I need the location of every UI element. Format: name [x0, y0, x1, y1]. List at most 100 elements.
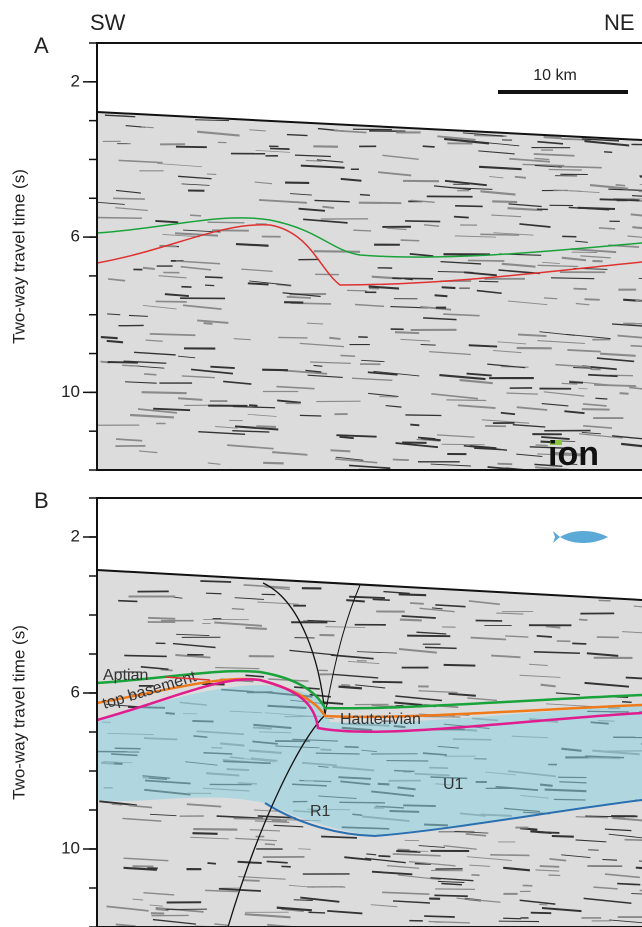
- reflector: [552, 836, 574, 837]
- reflector: [142, 127, 154, 128]
- logo: ion: [548, 435, 599, 473]
- reflector: [270, 148, 290, 149]
- reflector: [622, 702, 632, 703]
- reflector: [101, 337, 118, 338]
- reflector: [435, 889, 475, 890]
- reflector: [190, 215, 201, 216]
- reflector: [353, 230, 371, 231]
- reflector: [425, 647, 457, 648]
- reflector: [339, 437, 353, 438]
- reflector: [578, 208, 615, 209]
- reflector: [617, 884, 640, 885]
- reflector: [490, 855, 529, 856]
- reflector: [210, 367, 234, 368]
- reflector: [636, 868, 642, 869]
- reflector: [331, 450, 351, 451]
- reflector: [595, 398, 607, 399]
- reflector: [536, 445, 548, 446]
- annotation: Hauterivian: [340, 711, 421, 728]
- reflector: [616, 185, 626, 186]
- reflector: [322, 207, 334, 208]
- y-tick-label: 6: [71, 682, 80, 701]
- reflector: [234, 818, 281, 819]
- y-tick-label: 10: [61, 382, 80, 401]
- reflector: [329, 338, 340, 339]
- reflector: [405, 279, 413, 280]
- reflector: [455, 206, 483, 207]
- reflector: [294, 900, 313, 901]
- reflector: [206, 593, 222, 594]
- panel-label: A: [34, 33, 49, 58]
- reflector: [207, 863, 216, 864]
- scale-bar-label: 10 km: [533, 67, 577, 84]
- reflector: [205, 285, 214, 286]
- reflector: [263, 463, 284, 464]
- reflector: [400, 620, 422, 621]
- reflector: [492, 201, 517, 202]
- reflector: [122, 365, 140, 366]
- reflector: [537, 636, 552, 637]
- reflector: [579, 619, 588, 620]
- reflector: [192, 833, 217, 834]
- reflector: [278, 337, 307, 338]
- y-tick-label: 10: [61, 838, 80, 857]
- reflector: [142, 392, 187, 393]
- reflector: [424, 916, 455, 917]
- y-tick-label: 2: [71, 526, 80, 545]
- reflector: [300, 415, 321, 416]
- reflector: [360, 195, 370, 196]
- reflector: [248, 283, 269, 284]
- reflector: [582, 409, 610, 410]
- reflector: [444, 665, 476, 666]
- reflector: [497, 464, 512, 465]
- reflector: [373, 599, 390, 600]
- reflector: [446, 400, 486, 401]
- reflector: [308, 912, 325, 913]
- panel-label: B: [34, 488, 49, 513]
- reflector: [118, 601, 137, 602]
- annotation: Aptian: [103, 667, 148, 684]
- reflector: [572, 643, 586, 644]
- direction-right: NE: [604, 10, 635, 35]
- reflector: [421, 344, 436, 345]
- reflector: [584, 299, 599, 300]
- reflector: [594, 385, 636, 386]
- reflector: [113, 198, 145, 199]
- reflector: [537, 832, 560, 833]
- reflector: [480, 234, 519, 235]
- reflector: [340, 355, 355, 356]
- reflector: [442, 444, 485, 445]
- reflector: [244, 880, 260, 881]
- reflector: [256, 426, 276, 427]
- reflector: [620, 393, 629, 394]
- reflector: [515, 177, 526, 178]
- reflector: [298, 849, 310, 850]
- reflector: [435, 295, 448, 296]
- reflector: [631, 346, 642, 347]
- reflector: [193, 829, 237, 830]
- reflector: [341, 685, 350, 686]
- reflector: [503, 918, 521, 919]
- reflector: [479, 281, 498, 282]
- fish-icon: [553, 531, 608, 543]
- reflector: [599, 600, 611, 601]
- reflector: [639, 191, 642, 192]
- reflector: [249, 405, 257, 406]
- reflector: [97, 218, 142, 219]
- reflector: [393, 460, 409, 461]
- reflector: [600, 199, 640, 200]
- reflector: [549, 170, 582, 171]
- reflector: [205, 277, 223, 278]
- reflector: [204, 323, 213, 324]
- annotation: U1: [443, 776, 464, 793]
- reflector: [410, 425, 419, 426]
- figure: SW NE 2610Two-way travel time (s)A10 kmi…: [0, 0, 642, 927]
- reflector: [405, 415, 441, 416]
- y-tick-label: 2: [71, 71, 80, 90]
- reflector: [347, 290, 367, 291]
- reflector: [544, 298, 557, 299]
- reflector: [124, 655, 167, 656]
- reflector: [366, 854, 376, 855]
- reflector: [346, 600, 365, 601]
